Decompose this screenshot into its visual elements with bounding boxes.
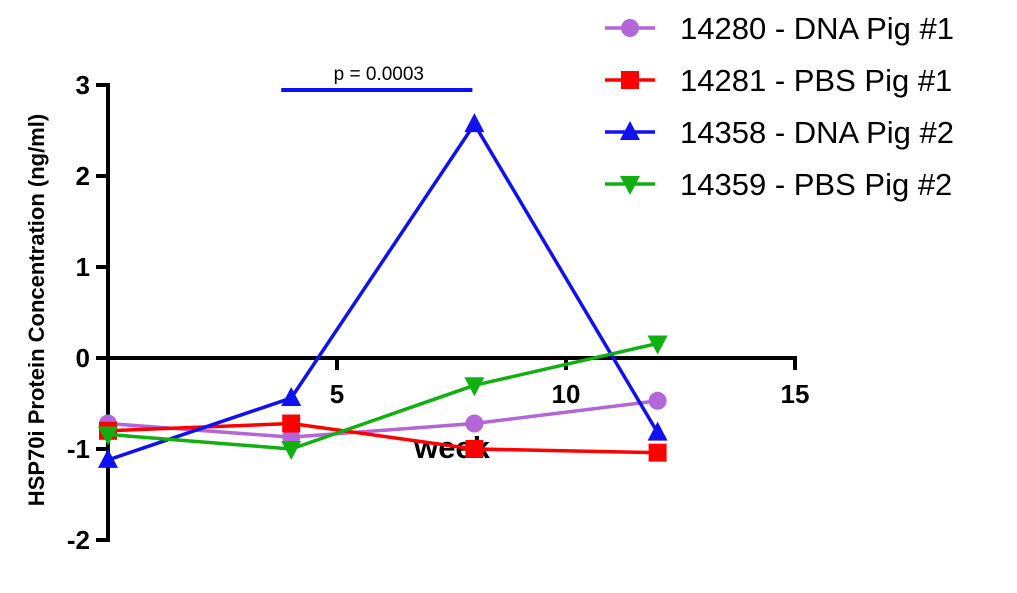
- legend: 14280 - DNA Pig #1 14281 - PBS Pig #1 1435…: [605, 11, 954, 202]
- legend-item: 14358 - DNA Pig #2: [605, 115, 954, 150]
- y-axis-title: HSP70i Protein Concentration (ng/ml): [24, 114, 49, 506]
- data-point: [464, 113, 485, 133]
- legend-item: 14281 - PBS Pig #1: [605, 63, 952, 98]
- legend-marker: [620, 176, 640, 195]
- x-tick-label: 15: [781, 379, 810, 409]
- legend-label: 14359 - PBS Pig #2: [680, 167, 952, 202]
- series-2: [99, 414, 667, 462]
- data-point: [281, 387, 302, 407]
- x-tick-label: 5: [330, 379, 344, 409]
- y-tick-label: -1: [67, 434, 90, 464]
- legend-marker: [620, 121, 640, 140]
- legend-item: 14280 - DNA Pig #1: [605, 11, 954, 46]
- legend-item: 14359 - PBS Pig #2: [605, 167, 952, 202]
- p-value-label: p = 0.0003: [334, 64, 424, 85]
- legend-label: 14281 - PBS Pig #1: [680, 63, 952, 98]
- data-point: [465, 414, 484, 433]
- series-line: [107, 341, 658, 451]
- data-point: [647, 335, 668, 355]
- data-point: [465, 440, 484, 458]
- series-line: [107, 421, 658, 455]
- data-point: [281, 441, 302, 460]
- data-point: [464, 377, 485, 397]
- data-point: [282, 414, 301, 433]
- data-point: [648, 443, 667, 462]
- data-point: [98, 426, 118, 446]
- series-line: [107, 122, 660, 462]
- data-point: [647, 421, 668, 441]
- y-tick-label: 1: [76, 252, 90, 282]
- legend-label: 14280 - DNA Pig #1: [680, 11, 954, 46]
- y-tick-label: 0: [76, 343, 90, 373]
- y-tick-label: -2: [67, 525, 90, 555]
- annotation-layer: p = 0.0003: [281, 64, 473, 92]
- data-point: [98, 448, 118, 468]
- series-4: [98, 335, 668, 460]
- x-tick-label: 10: [552, 379, 581, 409]
- legend-marker: [621, 71, 639, 89]
- legend-label: 14358 - DNA Pig #2: [680, 115, 954, 150]
- y-tick-label: 2: [76, 161, 90, 191]
- data-point: [648, 391, 667, 410]
- series-3: [98, 113, 668, 468]
- legend-marker: [621, 19, 639, 37]
- y-tick-label: 3: [76, 70, 90, 100]
- series-layer: [98, 113, 668, 468]
